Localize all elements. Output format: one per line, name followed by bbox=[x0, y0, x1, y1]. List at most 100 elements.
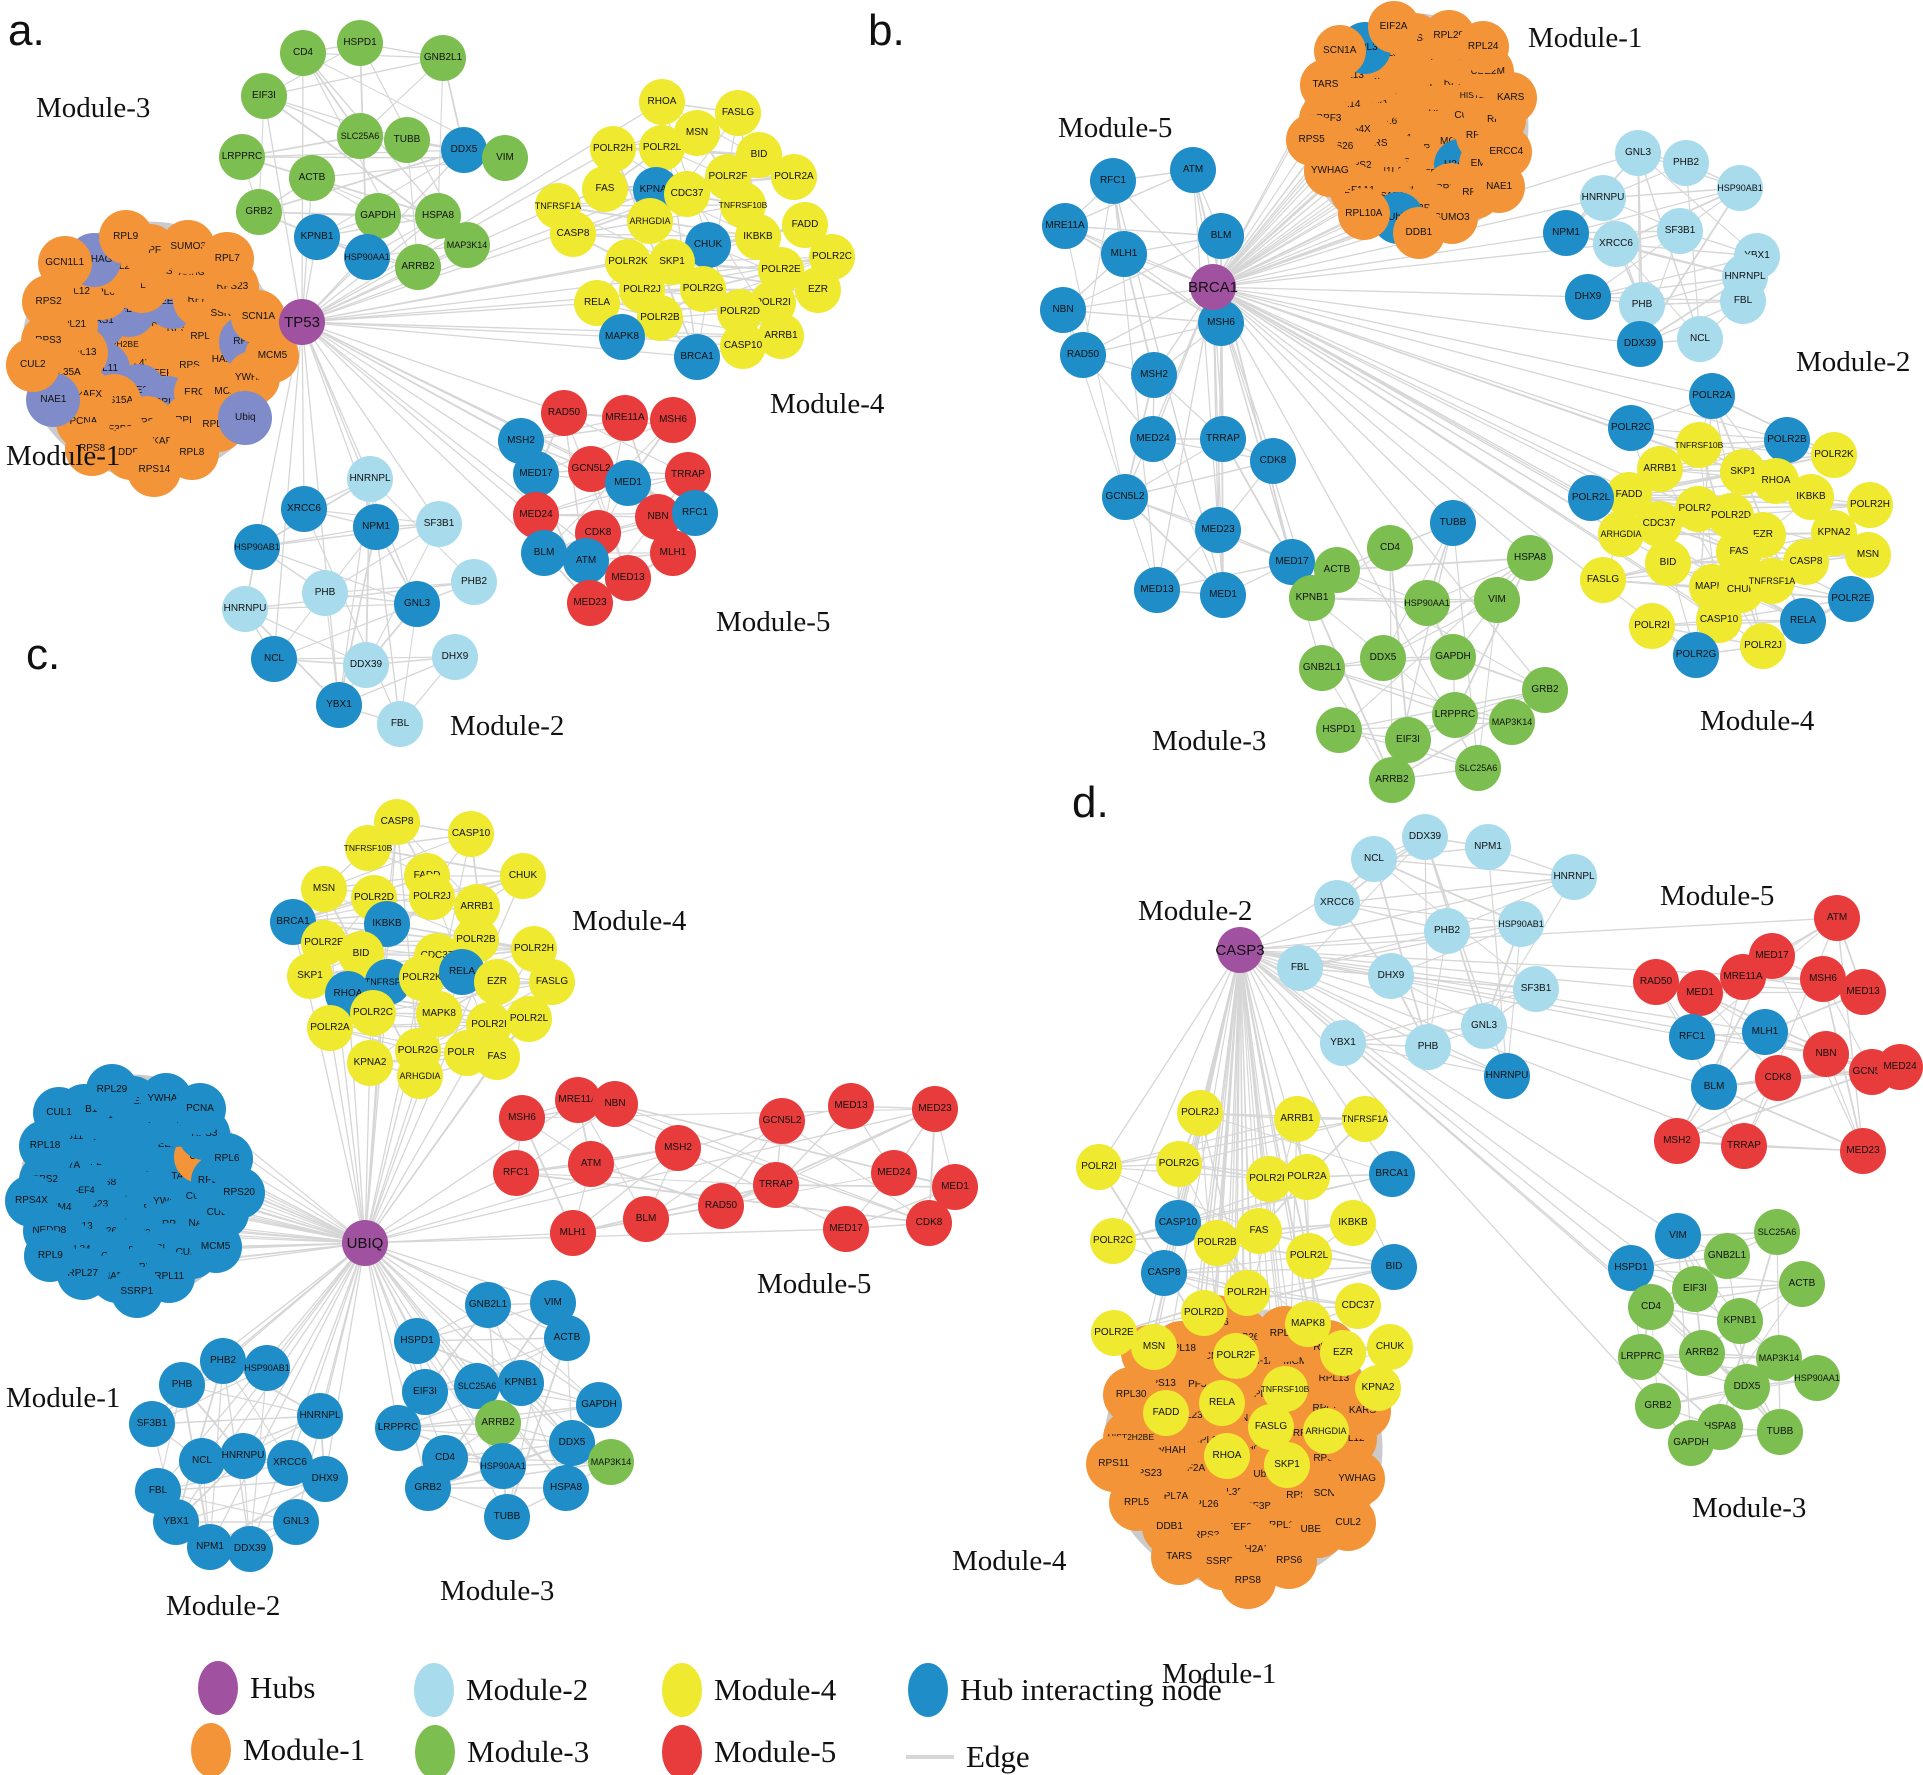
node-med23[interactable]: MED23 bbox=[912, 1086, 958, 1132]
node-hnrnpu[interactable]: HNRNPU bbox=[220, 1433, 266, 1479]
node-phb2[interactable]: PHB2 bbox=[200, 1338, 246, 1384]
node-casp10[interactable]: CASP10 bbox=[720, 323, 766, 369]
node-ddx39[interactable]: DDX39 bbox=[343, 642, 389, 688]
node-med23[interactable]: MED23 bbox=[1840, 1128, 1886, 1174]
node-ssrp1[interactable]: SSRP1 bbox=[110, 1266, 163, 1319]
node-kpna2[interactable]: KPNA2 bbox=[1355, 1365, 1401, 1411]
node-ezr[interactable]: EZR bbox=[795, 267, 841, 313]
node-dhx9[interactable]: DHX9 bbox=[1565, 274, 1611, 320]
node-kars[interactable]: KARS bbox=[1484, 71, 1537, 124]
node-map3k14[interactable]: MAP3K14 bbox=[444, 222, 490, 268]
node-rfc1[interactable]: RFC1 bbox=[1090, 158, 1136, 204]
node-map3k14[interactable]: MAP3K14 bbox=[1489, 699, 1535, 745]
node-pcna[interactable]: PCNA bbox=[173, 1083, 226, 1136]
node-fas[interactable]: FAS bbox=[474, 1034, 520, 1080]
node-phb[interactable]: PHB bbox=[1619, 282, 1665, 328]
node-phb2[interactable]: PHB2 bbox=[1663, 140, 1709, 186]
node-rps20[interactable]: RPS20 bbox=[213, 1167, 266, 1220]
node-phb[interactable]: PHB bbox=[159, 1362, 205, 1408]
node-polr2c[interactable]: POLR2C bbox=[1090, 1218, 1136, 1264]
node-grb2[interactable]: GRB2 bbox=[1635, 1383, 1681, 1429]
node-polr2l[interactable]: POLR2L bbox=[1286, 1233, 1332, 1279]
node-slc25a6[interactable]: SLC25A6 bbox=[1754, 1209, 1800, 1255]
node-sf3b1[interactable]: SF3B1 bbox=[129, 1401, 175, 1447]
node-polr2g[interactable]: POLR2G bbox=[1156, 1141, 1202, 1187]
node-phb[interactable]: PHB bbox=[1405, 1024, 1451, 1070]
node-rela[interactable]: RELA bbox=[1780, 598, 1826, 644]
node-chuk[interactable]: CHUK bbox=[500, 853, 546, 899]
node-rad50[interactable]: RAD50 bbox=[541, 390, 587, 436]
node-eif3i[interactable]: EIF3I bbox=[1385, 717, 1431, 763]
node-npm1[interactable]: NPM1 bbox=[353, 504, 399, 550]
node-casp10[interactable]: CASP10 bbox=[1155, 1200, 1201, 1246]
node-vim[interactable]: VIM bbox=[482, 135, 528, 181]
node-tars[interactable]: TARS bbox=[1151, 1529, 1208, 1586]
node-tubb[interactable]: TUBB bbox=[1757, 1409, 1803, 1455]
node-trrap[interactable]: TRRAP bbox=[753, 1162, 799, 1208]
node-ddx5[interactable]: DDX5 bbox=[549, 1420, 595, 1466]
node-tubb[interactable]: TUBB bbox=[484, 1494, 530, 1540]
node-hspa8[interactable]: HSPA8 bbox=[415, 193, 461, 239]
node-rela[interactable]: RELA bbox=[1199, 1380, 1245, 1426]
node-arrb1[interactable]: ARRB1 bbox=[1274, 1096, 1320, 1142]
hub-ubiq[interactable]: UBIQ bbox=[342, 1220, 388, 1266]
node-faslg[interactable]: FASLG bbox=[1580, 557, 1626, 603]
node-dhx9[interactable]: DHX9 bbox=[432, 634, 478, 680]
node-arhgdia[interactable]: ARHGDIA bbox=[1303, 1408, 1349, 1454]
node-rps8[interactable]: RPS8 bbox=[1219, 1552, 1276, 1609]
node-msh2[interactable]: MSH2 bbox=[655, 1125, 701, 1171]
node-ddx39[interactable]: DDX39 bbox=[1617, 321, 1663, 367]
node-ddx5[interactable]: DDX5 bbox=[441, 127, 487, 173]
node-mapk8[interactable]: MAPK8 bbox=[599, 314, 645, 360]
hub-brca1[interactable]: BRCA1 bbox=[1188, 264, 1238, 310]
node-gapdh[interactable]: GAPDH bbox=[1430, 634, 1476, 680]
node-polr2h[interactable]: POLR2H bbox=[1224, 1270, 1270, 1316]
node-gcn5l2[interactable]: GCN5L2 bbox=[1102, 474, 1148, 520]
node-nbn[interactable]: NBN bbox=[1040, 287, 1086, 333]
node-fas[interactable]: FAS bbox=[582, 166, 628, 212]
node-kpna2[interactable]: KPNA2 bbox=[347, 1040, 393, 1086]
node-polr2i[interactable]: POLR2I bbox=[1076, 1144, 1122, 1190]
node-atm[interactable]: ATM bbox=[563, 538, 609, 584]
node-msh6[interactable]: MSH6 bbox=[650, 397, 696, 443]
node-mlh1[interactable]: MLH1 bbox=[1101, 231, 1147, 277]
node-slc25a6[interactable]: SLC25A6 bbox=[1455, 745, 1501, 791]
node-gapdh[interactable]: GAPDH bbox=[1668, 1420, 1714, 1466]
node-casp10[interactable]: CASP10 bbox=[448, 811, 494, 857]
node-rps8[interactable]: RPS8 bbox=[65, 421, 120, 476]
node-cdk8[interactable]: CDK8 bbox=[1250, 438, 1296, 484]
node-vim[interactable]: VIM bbox=[1655, 1213, 1701, 1259]
node-msh2[interactable]: MSH2 bbox=[1131, 352, 1177, 398]
node-nbn[interactable]: NBN bbox=[592, 1081, 638, 1127]
node-rhoa[interactable]: RHOA bbox=[1204, 1433, 1250, 1479]
node-med13[interactable]: MED13 bbox=[605, 555, 651, 601]
node-hspa8[interactable]: HSPA8 bbox=[1507, 535, 1553, 581]
node-msn[interactable]: MSN bbox=[1845, 532, 1891, 578]
node-med13[interactable]: MED13 bbox=[1134, 567, 1180, 613]
hub-casp3[interactable]: CASP3 bbox=[1215, 927, 1265, 973]
node-cdc37[interactable]: CDC37 bbox=[1335, 1283, 1381, 1329]
node-blm[interactable]: BLM bbox=[1198, 213, 1244, 259]
node-kpnb1[interactable]: KPNB1 bbox=[498, 1360, 544, 1406]
node-cdk8[interactable]: CDK8 bbox=[1755, 1055, 1801, 1101]
node-grb2[interactable]: GRB2 bbox=[1522, 667, 1568, 713]
node-hsp90ab1[interactable]: HSP90AB1 bbox=[1717, 165, 1763, 211]
node-hsp90ab1[interactable]: HSP90AB1 bbox=[1498, 901, 1544, 947]
node-med24[interactable]: MED24 bbox=[1130, 416, 1176, 462]
node-mlh1[interactable]: MLH1 bbox=[650, 530, 696, 576]
node-rpl9[interactable]: RPL9 bbox=[98, 209, 153, 264]
node-gnl3[interactable]: GNL3 bbox=[273, 1499, 319, 1545]
node-rps11[interactable]: RPS11 bbox=[1085, 1436, 1142, 1493]
node-hspd1[interactable]: HSPD1 bbox=[1316, 707, 1362, 753]
node-tnfrsf1a[interactable]: TNFRSF1A bbox=[1749, 558, 1795, 604]
node-bid[interactable]: BID bbox=[1645, 540, 1691, 586]
node-hspd1[interactable]: HSPD1 bbox=[394, 1318, 440, 1364]
node-trrap[interactable]: TRRAP bbox=[665, 452, 711, 498]
node-eif3i[interactable]: EIF3I bbox=[241, 73, 287, 119]
node-hsp90aa1[interactable]: HSP90AA1 bbox=[1794, 1355, 1840, 1401]
node-brca1[interactable]: BRCA1 bbox=[1369, 1151, 1415, 1197]
node-med1[interactable]: MED1 bbox=[1677, 970, 1723, 1016]
node-ncl[interactable]: NCL bbox=[1677, 316, 1723, 362]
node-med24[interactable]: MED24 bbox=[1877, 1044, 1923, 1090]
node-ncl[interactable]: NCL bbox=[1351, 836, 1397, 882]
